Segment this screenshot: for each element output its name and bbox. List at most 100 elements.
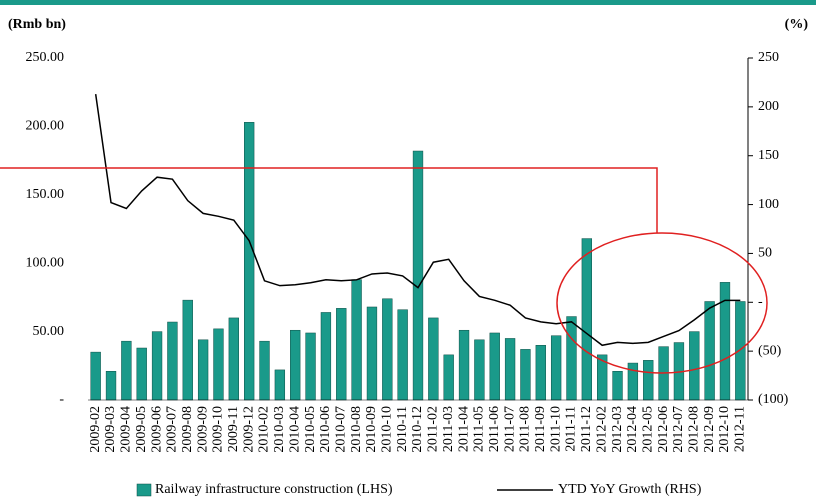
y2-tick-label: -	[758, 295, 763, 310]
y2-tick-label: 200	[758, 99, 779, 114]
x-tick-label: 2009-05	[134, 406, 149, 453]
annotation-circle	[556, 232, 768, 374]
legend-label: YTD YoY Growth (RHS)	[558, 482, 702, 497]
x-tick-label: 2011-08	[518, 406, 533, 452]
bar	[474, 339, 485, 401]
y2-tick-label: 100	[758, 197, 779, 212]
bar	[197, 339, 209, 401]
bar	[643, 360, 654, 401]
x-tick-label: 2010-11	[395, 406, 410, 452]
bar	[105, 371, 117, 401]
bar	[566, 316, 577, 401]
bar	[182, 299, 193, 401]
bar	[735, 301, 746, 401]
y2-tick-label: (50)	[758, 343, 782, 358]
x-tick-label: 2012-02	[594, 406, 609, 453]
x-tick-label: 2011-06	[487, 406, 502, 452]
y-tick-label: 100.00	[26, 255, 65, 270]
bar	[151, 331, 163, 401]
bar	[290, 329, 301, 401]
bar	[213, 328, 224, 401]
bar	[90, 351, 101, 401]
y-tick-label: 150.00	[26, 187, 65, 202]
y2-tick-label: 150	[758, 148, 779, 163]
x-tick-label: 2011-04	[456, 406, 471, 452]
bar	[520, 349, 531, 401]
bar	[489, 332, 500, 401]
x-tick-label: 2012-08	[686, 406, 701, 453]
bar	[167, 321, 178, 401]
x-tick-label: 2011-03	[441, 406, 456, 452]
x-tick-label: 2011-05	[472, 406, 487, 452]
x-tick-label: 2009-12	[241, 406, 256, 453]
legend-label: Railway infrastructure construction (LHS…	[155, 482, 393, 497]
x-tick-label: 2010-02	[257, 406, 272, 453]
bar	[121, 340, 132, 401]
bar	[412, 150, 424, 401]
x-tick-label: 2010-03	[272, 406, 287, 453]
bar	[305, 332, 316, 401]
annotation	[0, 167, 768, 374]
x-tick-label: 2011-12	[579, 406, 594, 452]
x-tick-label: 2009-08	[180, 406, 195, 453]
y-tick-label: 250.00	[26, 50, 65, 65]
bar	[612, 371, 623, 401]
x-tick-label: 2011-10	[548, 406, 563, 452]
bar	[458, 329, 470, 401]
x-tick-label: 2012-04	[625, 406, 640, 453]
x-tick-label: 2009-11	[226, 406, 241, 452]
y2-axis-label: (%)	[785, 17, 809, 32]
bar	[535, 345, 546, 401]
x-tick-label: 2010-09	[364, 406, 379, 453]
bar	[428, 317, 439, 401]
bar	[274, 369, 286, 401]
x-tick-label: 2011-09	[533, 406, 548, 452]
x-tick-label: 2011-11	[564, 406, 579, 452]
top-band	[0, 0, 816, 5]
x-tick-label: 2009-02	[88, 406, 103, 453]
x-tick-label: 2012-09	[702, 406, 717, 453]
bar	[581, 238, 592, 401]
x-tick-label: 2010-07	[333, 406, 348, 453]
x-tick-label: 2012-10	[717, 406, 732, 453]
x-tick-label: 2010-10	[380, 406, 395, 453]
bar	[320, 312, 332, 401]
x-tick-label: 2012-03	[610, 406, 625, 453]
bar	[704, 301, 715, 401]
y2-tick-label: 50	[758, 246, 772, 261]
y2-tick-label: 250	[758, 50, 779, 65]
x-tick-label: 2009-03	[103, 406, 118, 453]
x-tick-label: 2009-09	[195, 406, 210, 453]
x-tick-label: 2009-04	[119, 406, 134, 453]
bar	[259, 340, 270, 401]
line	[94, 94, 741, 347]
x-tick-label: 2012-11	[733, 406, 748, 452]
bar	[228, 317, 239, 401]
y-tick-label: 200.00	[26, 119, 65, 134]
x-tick-label: 2009-06	[149, 406, 164, 453]
bar	[366, 306, 378, 401]
plot-area: - 50.00 100.00 150.00 200.00 250.00 (100) (50) -…	[26, 50, 789, 452]
bar	[336, 308, 347, 401]
bar	[627, 362, 639, 401]
annotation-line	[0, 167, 658, 233]
y2-tick-label: (100)	[758, 392, 789, 407]
bar	[504, 338, 516, 401]
x-tick-label: 2012-06	[656, 406, 671, 453]
x-tick-label: 2009-10	[211, 406, 226, 453]
x-tick-label: 2012-05	[640, 406, 655, 453]
x-tick-label: 2009-07	[165, 406, 180, 453]
bar	[397, 309, 408, 401]
bar	[689, 331, 700, 401]
bar	[136, 347, 147, 401]
x-tick-label: 2011-02	[426, 406, 441, 452]
x-tick-label: 2010-05	[303, 406, 318, 453]
x-tick-label: 2012-07	[671, 406, 686, 453]
bar	[443, 354, 454, 401]
bar	[351, 279, 362, 401]
x-tick-label: 2010-12	[410, 406, 425, 453]
legend-swatch	[136, 483, 152, 497]
bar	[382, 298, 393, 401]
